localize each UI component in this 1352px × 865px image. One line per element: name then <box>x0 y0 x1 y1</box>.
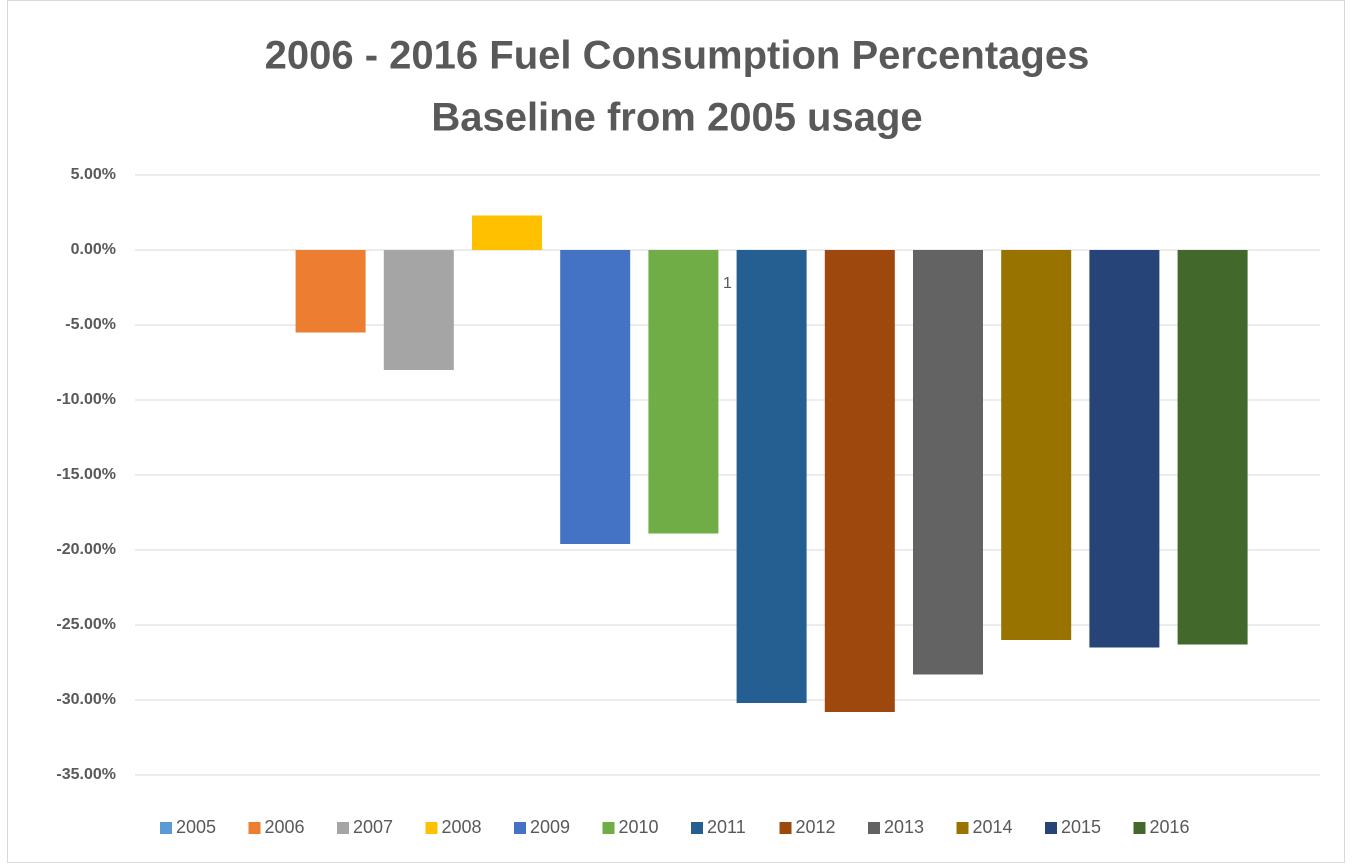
legend-label: 2007 <box>353 817 393 837</box>
legend-swatch <box>868 822 880 834</box>
legend-label: 2014 <box>973 817 1013 837</box>
legend-label: 2009 <box>530 817 570 837</box>
y-tick-label: 0.00% <box>71 241 116 258</box>
bar <box>736 250 807 703</box>
bar <box>383 250 454 370</box>
legend-label: 2006 <box>265 817 305 837</box>
bar <box>472 215 542 250</box>
chart-subtitle: Baseline from 2005 usage <box>431 96 922 140</box>
bar <box>560 250 631 544</box>
legend-swatch <box>337 822 349 834</box>
legend-label: 2013 <box>884 817 924 837</box>
bar <box>1001 250 1072 640</box>
bar <box>913 250 983 675</box>
bar <box>1177 250 1248 645</box>
legend-swatch <box>248 822 261 834</box>
y-tick-label: -25.00% <box>56 616 116 633</box>
y-tick-label: -20.00% <box>56 541 116 558</box>
legend-label: 2008 <box>442 817 482 837</box>
legend-label: 2005 <box>176 817 216 837</box>
legend-swatch <box>425 822 438 834</box>
y-tick-label: -10.00% <box>56 391 116 408</box>
legend-swatch <box>956 822 969 834</box>
bar <box>295 250 366 333</box>
bar <box>824 250 895 712</box>
legend-swatch <box>602 822 615 834</box>
legend-label: 2010 <box>619 817 659 837</box>
legend-swatch <box>691 822 703 834</box>
bar <box>648 250 719 534</box>
legend-swatch <box>514 822 526 834</box>
y-tick-label: -35.00% <box>56 766 116 783</box>
y-tick-label: -5.00% <box>65 316 116 333</box>
legend-label: 2012 <box>796 817 836 837</box>
x-tick-label: 1 <box>723 275 732 292</box>
y-tick-label: -15.00% <box>56 466 116 483</box>
y-tick-label: 5.00% <box>71 166 116 183</box>
legend-swatch <box>779 822 792 834</box>
legend-swatch <box>1133 822 1146 834</box>
legend-swatch <box>1045 822 1057 834</box>
legend-label: 2011 <box>707 817 746 837</box>
y-tick-label: -30.00% <box>56 691 116 708</box>
chart-title: 2006 - 2016 Fuel Consumption Percentages <box>265 34 1090 78</box>
legend-label: 2016 <box>1150 817 1190 837</box>
legend-label: 2015 <box>1061 817 1101 837</box>
bar <box>1089 250 1160 648</box>
legend-swatch <box>160 822 172 834</box>
